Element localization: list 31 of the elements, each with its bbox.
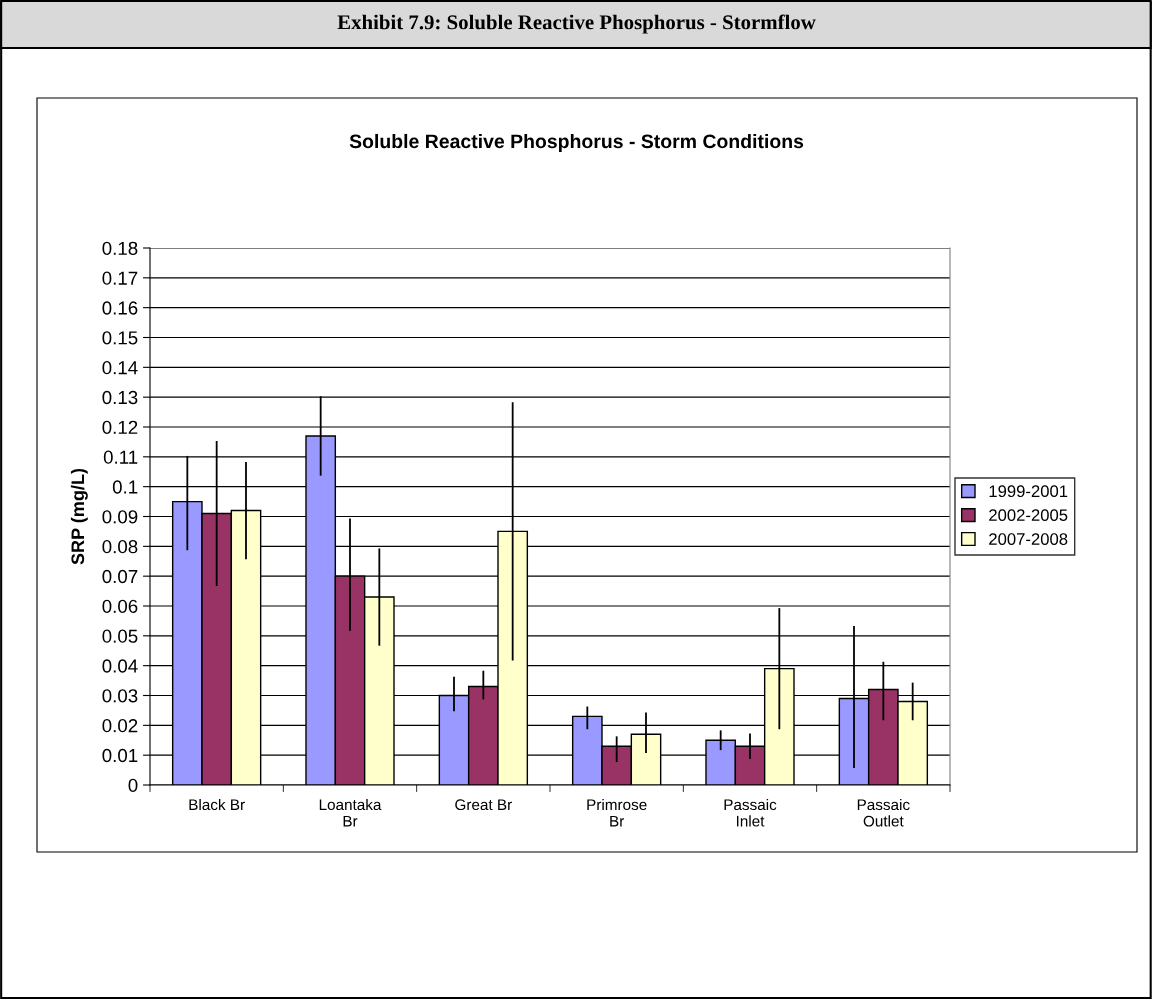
chart-title: Exhibit 7.9: Soluble Reactive Phosphorus - Stormflow [337,14,816,34]
y-tick-label: 0.07 [102,569,138,584]
y-tick-label: 0.15 [102,331,138,345]
x-tick-label: Passaic Inlet [724,798,777,827]
chart-subtitle: Soluble Reactive Phosphorus - Storm Conditions [349,133,804,153]
y-tick-label: 0.13 [102,390,138,405]
y-tick-label: 0.03 [102,689,138,703]
y-tick-label: 0 [128,778,138,792]
y-tick-label: 0.18 [102,241,138,255]
y-tick-label: 0.02 [102,719,138,733]
x-tick-label: Passaic Outlet [857,798,910,827]
legend-label: 1999-2001 [989,485,1068,498]
x-tick-label: Great Br [455,799,512,811]
y-tick-label: 0.06 [102,599,138,613]
y-tick-label: 0.14 [102,361,138,375]
y-tick-label: 0.01 [102,748,138,763]
y-tick-label: 0.12 [102,420,138,434]
y-tick-label: 0.16 [102,301,138,315]
y-tick-label: 0.08 [102,540,138,554]
legend-label: 2007-2008 [989,533,1068,545]
x-tick-label: Loantaka Br [319,798,382,827]
legend-label: 2002-2005 [989,509,1068,522]
x-tick-label: Black Br [189,798,245,811]
y-tick-label: 0.05 [102,629,138,643]
y-tick-label: 0.17 [102,271,138,285]
x-tick-label: Primrose Br [587,798,647,827]
y-tick-label: 0.04 [102,659,138,673]
y-tick-label: 0.09 [102,510,138,524]
y-tick-label: 0.11 [103,450,138,464]
y-tick-label: 0.1 [112,480,138,494]
y-axis-title: SRP (mg/L) [70,468,88,565]
